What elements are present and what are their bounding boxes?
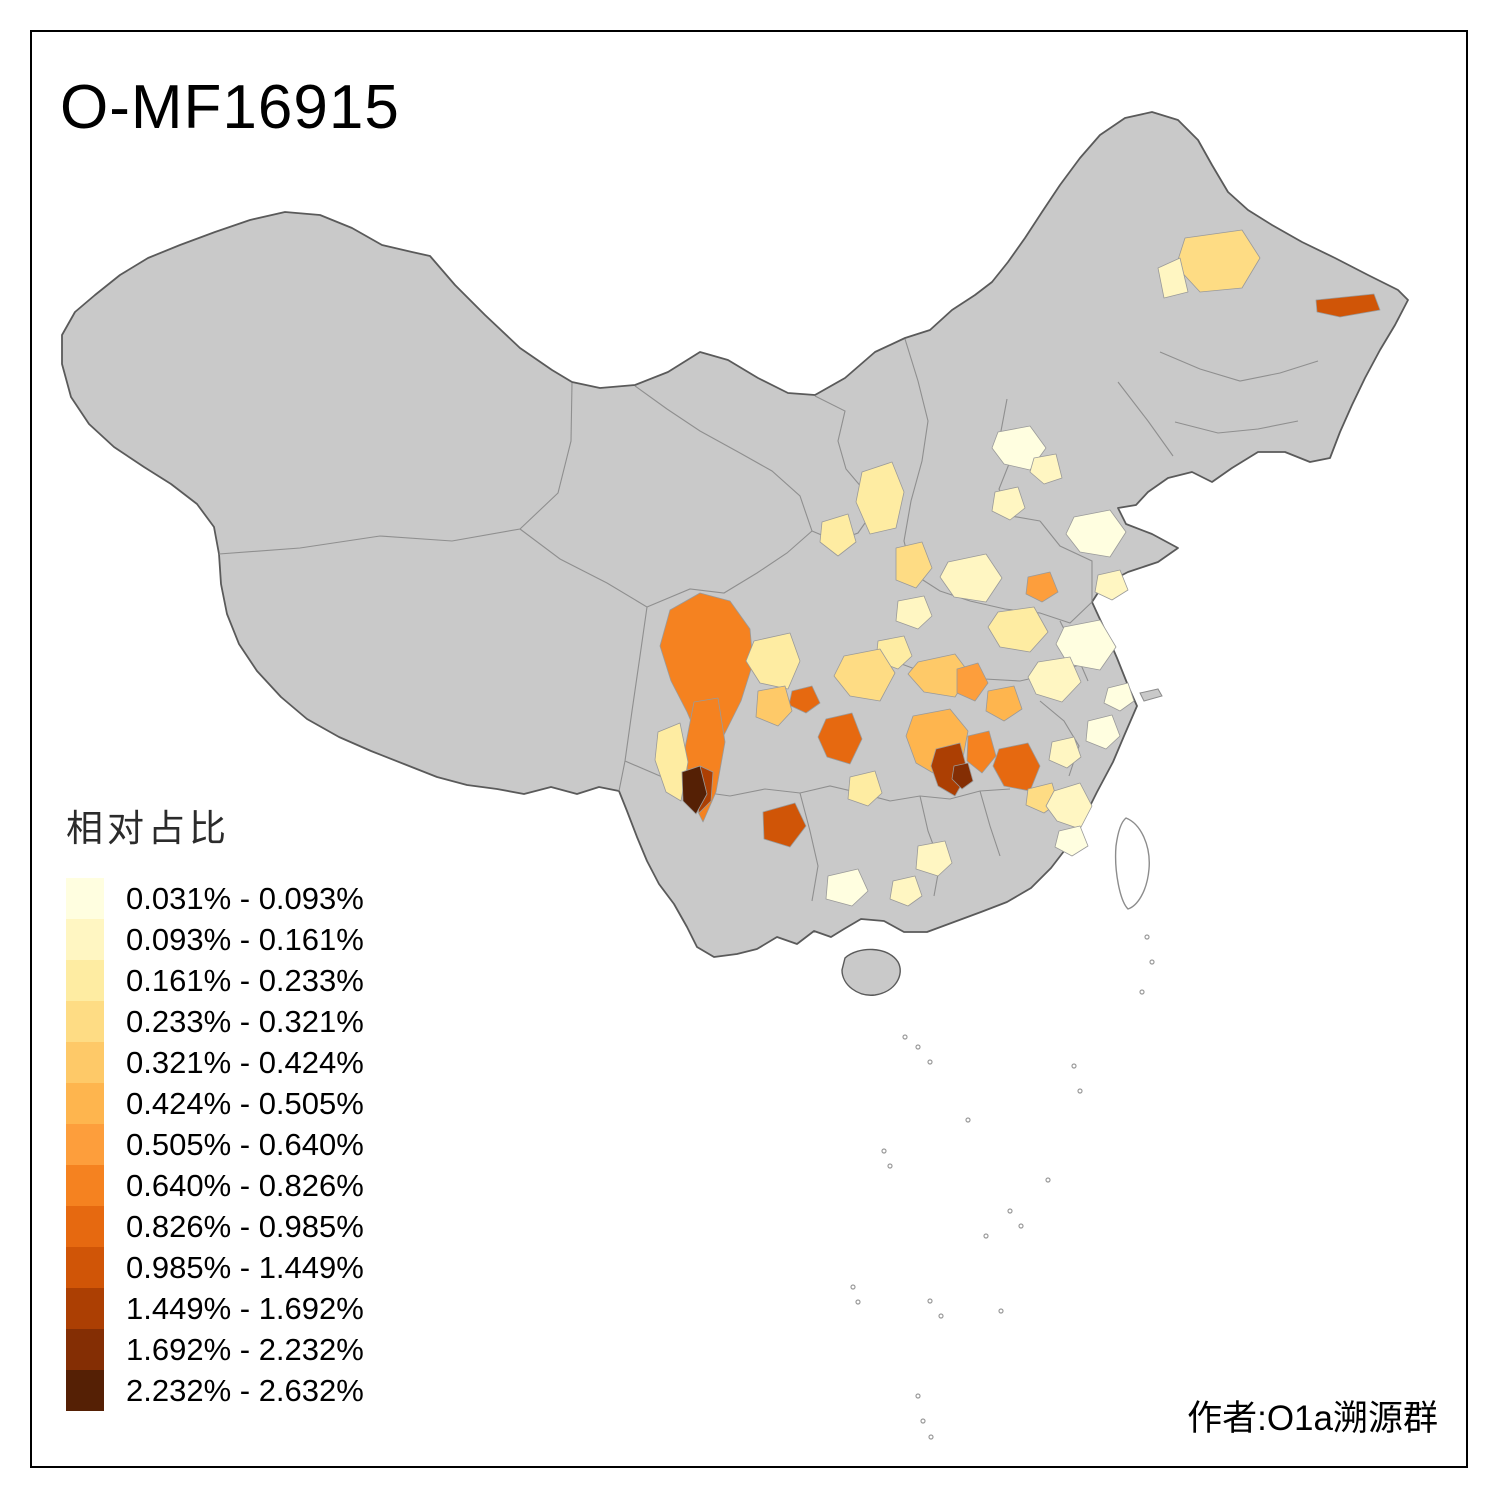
region-yunnan-northeast (762, 802, 807, 848)
region-guangxi-west (825, 868, 869, 907)
region-liangshan-dark (681, 765, 708, 815)
figure-title: O-MF16915 (60, 73, 400, 142)
region-jiangsu-north (1055, 619, 1117, 671)
legend-item: 1.449% - 1.692% (66, 1288, 364, 1329)
legend-swatch (66, 1247, 104, 1288)
legend-item: 0.424% - 0.505% (66, 1083, 364, 1124)
legend-item-label: 0.505% - 0.640% (126, 1126, 364, 1162)
legend-swatch (66, 919, 104, 960)
hainan-island (841, 948, 901, 996)
map-legend: 相对占比 0.031% - 0.093% 0.093% - 0.161% 0.161… (66, 798, 364, 1411)
legend-item: 1.692% - 2.232% (66, 1329, 364, 1370)
legend-item-label: 0.985% - 1.449% (126, 1249, 364, 1285)
legend-item-label: 0.640% - 0.826% (126, 1167, 364, 1203)
region-west-sichuan (659, 592, 754, 756)
region-hunan-south (915, 840, 953, 877)
legend-item: 0.161% - 0.233% (66, 960, 364, 1001)
legend-swatch (66, 1329, 104, 1370)
region-heilongjiang-west-pale (1157, 257, 1189, 299)
region-sichuan-mid (755, 685, 793, 727)
legend-swatch (66, 1001, 104, 1042)
legend-item: 0.233% - 0.321% (66, 1001, 364, 1042)
legend-item-label: 1.449% - 1.692% (126, 1290, 364, 1326)
region-guangxi-east (889, 875, 923, 907)
legend-swatch (66, 1370, 104, 1411)
legend-item-label: 0.233% - 0.321% (126, 1003, 364, 1039)
region-fujian-south (1054, 825, 1089, 857)
legend-item-label: 0.321% - 0.424% (126, 1044, 364, 1080)
region-gansu-east (819, 513, 857, 557)
legend-item-label: 0.161% - 0.233% (126, 962, 364, 998)
region-anhui (1027, 656, 1082, 703)
region-shaanxi-north (895, 541, 933, 589)
region-sichuan-east-yellow (745, 632, 801, 690)
legend-item: 0.505% - 0.640% (66, 1124, 364, 1165)
region-guizhou-south (847, 770, 883, 807)
region-shanxi (855, 461, 905, 535)
region-chongqing (833, 648, 896, 702)
attribution: 作者:O1a溯源群 (1187, 1399, 1438, 1438)
region-henan-west (939, 553, 1003, 603)
legend-item-label: 1.692% - 2.232% (126, 1331, 364, 1367)
region-heilongjiang-east (1315, 293, 1381, 318)
south-china-sea-islands (850, 934, 1155, 1440)
region-guizhou-west-orange (817, 712, 863, 765)
region-henan-east-orange (1025, 571, 1059, 603)
region-shaanxi-south (895, 595, 933, 630)
legend-item: 0.640% - 0.826% (66, 1165, 364, 1206)
legend-item: 0.321% - 0.424% (66, 1042, 364, 1083)
legend-item-label: 0.093% - 0.161% (126, 921, 364, 957)
legend-swatch (66, 1042, 104, 1083)
legend-item: 2.232% - 2.632% (66, 1370, 364, 1411)
region-hubei-east (985, 685, 1023, 722)
legend-swatch (66, 1288, 104, 1329)
legend-item: 0.826% - 0.985% (66, 1206, 364, 1247)
legend-item: 0.031% - 0.093% (66, 878, 364, 919)
region-shanghai-area (1103, 682, 1135, 712)
legend-swatch (66, 960, 104, 1001)
region-shandong-south (1094, 569, 1129, 601)
region-zhejiang (1085, 714, 1121, 750)
legend-swatch (66, 1124, 104, 1165)
legend-item-label: 0.424% - 0.505% (126, 1085, 364, 1121)
legend-item: 0.985% - 1.449% (66, 1247, 364, 1288)
legend-swatch (66, 1083, 104, 1124)
region-hebei (1029, 453, 1063, 485)
region-hubei-west (907, 653, 971, 698)
region-hunan-deep-spot (951, 762, 974, 790)
region-jiangxi-northeast (1048, 736, 1082, 769)
legend-item-label: 0.031% - 0.093% (126, 880, 364, 916)
taiwan-island (1114, 817, 1150, 910)
legend-swatch (66, 1165, 104, 1206)
region-hunan-east-orange (966, 730, 997, 774)
legend-item-label: 0.826% - 0.985% (126, 1208, 364, 1244)
region-beijing-area (991, 425, 1047, 471)
legend-items: 0.031% - 0.093% 0.093% - 0.161% 0.161% - 0… (66, 878, 364, 1411)
region-shandong-west (1065, 509, 1127, 558)
legend-item: 0.093% - 0.161% (66, 919, 364, 960)
chongming-island (1139, 688, 1163, 702)
legend-title: 相对占比 (66, 808, 230, 849)
region-sichuan-pale-west (654, 722, 689, 802)
legend-swatch (66, 878, 104, 919)
region-henan-south (987, 606, 1049, 653)
legend-swatch (66, 1206, 104, 1247)
colored-regions (654, 229, 1381, 907)
region-hubei-central-orange (956, 662, 989, 702)
region-hebei-south (991, 486, 1026, 521)
legend-item-label: 2.232% - 2.632% (126, 1372, 364, 1408)
